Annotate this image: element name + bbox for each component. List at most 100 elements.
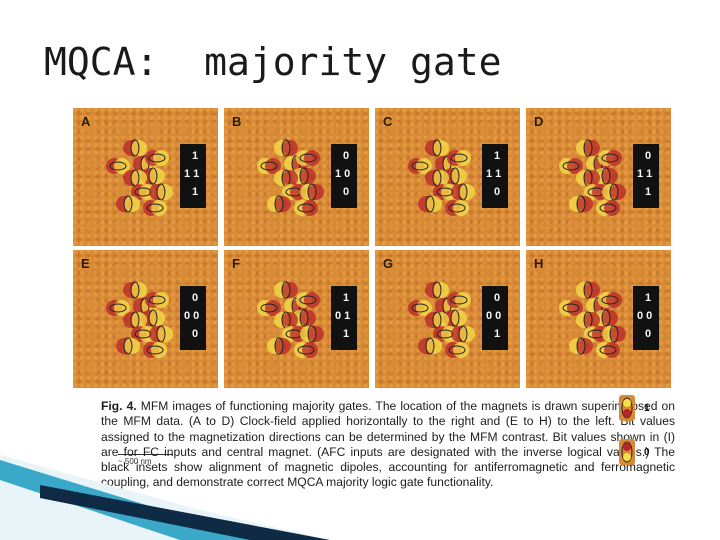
mfm-panel-h: H 1 0 0 0: [526, 250, 671, 388]
bit-inset: 0 0 0 0: [180, 286, 206, 350]
panel-letter: B: [232, 114, 242, 129]
magnet-map: [559, 281, 626, 358]
bit-inset: 0 1 0 0: [331, 144, 357, 208]
mfm-panel-g: G 0 0 0 1: [375, 250, 520, 388]
bit-value: 1: [494, 150, 501, 162]
magnet-dipole: [123, 311, 147, 329]
panel-letter: D: [534, 114, 544, 129]
magnet-dipole: [418, 195, 442, 213]
bit-value: 1: [192, 186, 199, 198]
magnet-dipole: [143, 342, 167, 358]
magnet-dipole: [425, 311, 449, 329]
magnet-dipole: [145, 150, 169, 166]
figure-caption: Fig. 4. MFM images of functioning majori…: [101, 399, 675, 491]
panel-letter: H: [534, 256, 544, 271]
magnet-dipole: [123, 139, 147, 157]
bit-value: 0: [343, 150, 350, 162]
magnet-dipole: [451, 325, 475, 343]
magnet-dipole: [445, 342, 469, 358]
magnet-dipole: [267, 337, 291, 355]
magnet-dipole: [294, 342, 318, 358]
magnet-map: [106, 139, 173, 216]
panel-letter: E: [81, 256, 90, 271]
magnet-dipole: [443, 167, 467, 185]
bit-value: 0: [192, 328, 199, 340]
bit-inset: 1 1 1 0: [482, 144, 508, 208]
magnet-dipole: [559, 300, 583, 316]
bit-value: 1: [192, 150, 199, 162]
magnet-dipole: [598, 150, 622, 166]
magnet-dipole: [445, 200, 469, 216]
panel-letter: F: [232, 256, 240, 271]
slide-title: MQCA: majority gate: [44, 40, 502, 84]
mfm-panel-e: E 0 0 0 0: [73, 250, 218, 388]
magnet-dipole: [300, 183, 324, 201]
mfm-panel-f: F 1 0 1 1: [224, 250, 369, 388]
magnet-dipole: [267, 195, 291, 213]
bit-value: 0: [192, 292, 199, 304]
magnet-dipole: [598, 292, 622, 308]
panel-letter: A: [81, 114, 91, 129]
bit-value: 0 0: [486, 310, 502, 322]
decor-swoosh-dark: [40, 485, 330, 540]
mfm-panel-d: D 0 1 1 1: [526, 108, 671, 246]
magnet-dipole: [443, 309, 467, 327]
bit-value: 1 1: [637, 168, 653, 180]
magnet-dipole: [425, 169, 449, 187]
magnet-dipole: [257, 300, 281, 316]
magnet-dipole: [569, 195, 593, 213]
magnet-dipole: [418, 337, 442, 355]
bit-inset: 1 1 1 1: [180, 144, 206, 208]
magnet-dipole: [576, 311, 600, 329]
magnet-dipole: [116, 337, 140, 355]
magnet-dipole: [408, 158, 432, 174]
magnet-dipole: [116, 195, 140, 213]
bit-value: 1: [343, 292, 350, 304]
bit-value: 0 1: [335, 310, 351, 322]
legend-swatch-one: [619, 395, 635, 421]
bit-value: 1: [494, 328, 501, 340]
magnet-dipole: [274, 281, 298, 299]
magnet-dipole: [123, 281, 147, 299]
magnet-map: [408, 281, 475, 358]
magnet-dipole: [106, 158, 130, 174]
magnet-dipole: [149, 325, 173, 343]
magnet-dipole: [106, 300, 130, 316]
bit-value: 1 1: [184, 168, 200, 180]
panel-letter: C: [383, 114, 393, 129]
mfm-panel-c: C 1 1 1 0: [375, 108, 520, 246]
scale-bar-line: [118, 454, 173, 455]
panel-letter: G: [383, 256, 394, 271]
magnet-map: [408, 139, 475, 216]
magnet-dipole: [274, 311, 298, 329]
legend-value-zero: 0: [644, 447, 650, 458]
magnet-map: [106, 281, 173, 358]
mfm-panel-b: B 0 1 0 0: [224, 108, 369, 246]
bit-value: 0: [645, 150, 652, 162]
slide-decoration: [0, 455, 330, 540]
bit-value: 1: [645, 186, 652, 198]
magnet-dipole: [425, 281, 449, 299]
bit-value: 1 1: [486, 168, 502, 180]
magnet-dipole: [447, 150, 471, 166]
magnet-dipole: [145, 292, 169, 308]
bit-value: 0 0: [637, 310, 653, 322]
magnet-dipole: [559, 158, 583, 174]
magnet-dipole: [425, 139, 449, 157]
magnet-dipole: [451, 183, 475, 201]
bit-value: 0 0: [184, 310, 200, 322]
magnet-dipole: [274, 139, 298, 157]
legend-dipole-icon: [621, 397, 633, 419]
legend-dipole-icon: [621, 441, 633, 463]
bit-value: 0: [343, 186, 350, 198]
bit-value: 0: [494, 186, 501, 198]
bit-inset: 0 1 1 1: [633, 144, 659, 208]
magnet-map: [257, 281, 324, 358]
magnet-dipole: [596, 342, 620, 358]
decor-swoosh-light: [0, 455, 330, 540]
bit-value: 1 0: [335, 168, 351, 180]
magnet-dipole: [576, 139, 600, 157]
bit-value: 0: [645, 328, 652, 340]
bit-inset: 1 0 0 0: [633, 286, 659, 350]
